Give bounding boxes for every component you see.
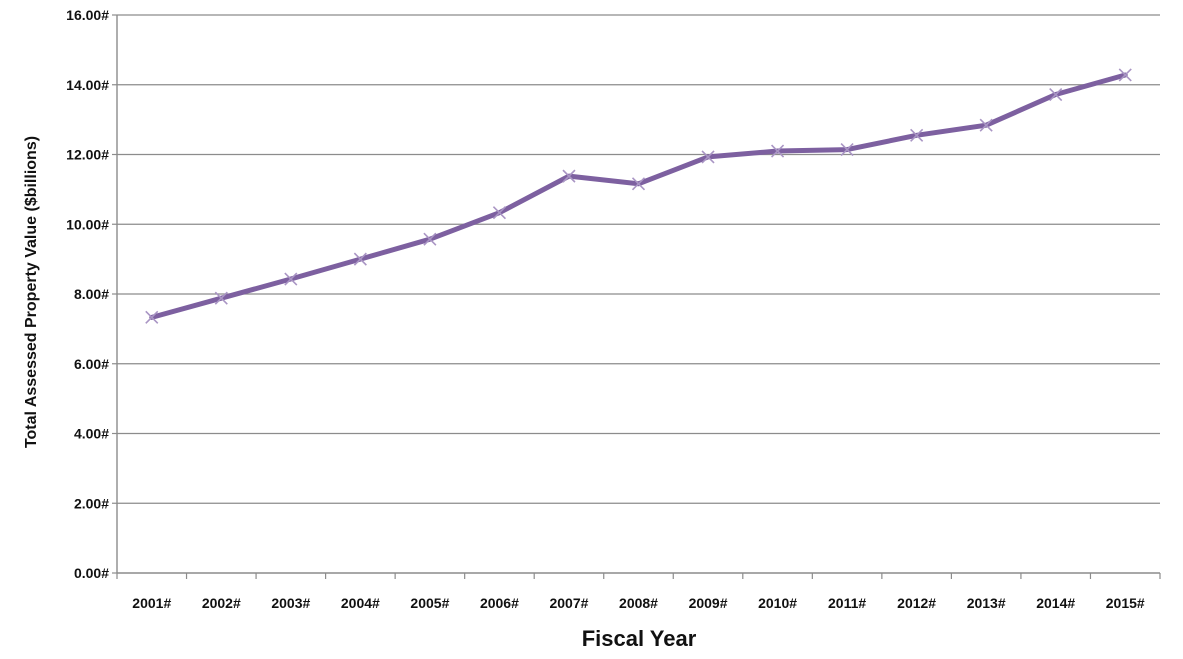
data-point-marker (492, 206, 506, 220)
data-point-marker (1049, 87, 1063, 102)
x-tick-label: 2003# (271, 595, 310, 611)
data-point-marker (284, 272, 298, 286)
y-axis-title: Total Assessed Property Value ($billions… (23, 136, 40, 448)
x-axis-title: Fiscal Year (582, 626, 697, 651)
x-tick-label: 2015# (1106, 595, 1145, 611)
data-point-marker (631, 177, 646, 191)
x-tick-label: 2002# (202, 595, 241, 611)
data-point-marker (979, 118, 993, 132)
axes (112, 14, 1161, 579)
y-tick-label: 10.00# (66, 216, 109, 232)
tick-labels: 0.00# 2.00# 4.00# 6.00# 8.00# 10.00# 12.00# 14.… (66, 7, 1145, 611)
x-tick-label: 2001# (132, 595, 171, 611)
data-point-marker (910, 128, 924, 142)
data-point-marker (701, 150, 715, 164)
x-tick-label: 2014# (1036, 595, 1075, 611)
y-tick-label: 2.00# (74, 495, 109, 511)
data-point-marker (214, 291, 228, 305)
x-tick-label: 2012# (897, 595, 936, 611)
y-tick-label: 6.00# (74, 356, 109, 372)
data-point-marker (771, 144, 785, 158)
data-point-marker (145, 310, 159, 324)
y-tick-label: 8.00# (74, 286, 109, 302)
data-point-marker (423, 232, 437, 246)
x-tick-label: 2008# (619, 595, 658, 611)
x-tick-label: 2013# (967, 595, 1006, 611)
y-tick-label: 0.00# (74, 565, 109, 581)
x-tick-label: 2004# (341, 595, 380, 611)
x-tick-label: 2009# (689, 595, 728, 611)
x-tick-label: 2011# (828, 595, 866, 611)
y-tick-label: 14.00# (66, 77, 109, 93)
data-point-marker (1118, 68, 1132, 82)
series-line (149, 72, 1128, 320)
series-layer (145, 68, 1132, 324)
data-point-marker (353, 252, 367, 266)
data-point-marker (840, 143, 854, 157)
data-point-marker (562, 169, 576, 183)
y-tick-label: 4.00# (74, 426, 109, 442)
x-tick-label: 2006# (480, 595, 519, 611)
x-tick-label: 2007# (549, 595, 588, 611)
y-tick-label: 12.00# (66, 147, 109, 163)
x-tick-label: 2010# (758, 595, 797, 611)
gridlines (117, 14, 1160, 504)
x-tick-label: 2005# (410, 595, 449, 611)
y-tick-label: 16.00# (66, 7, 109, 23)
